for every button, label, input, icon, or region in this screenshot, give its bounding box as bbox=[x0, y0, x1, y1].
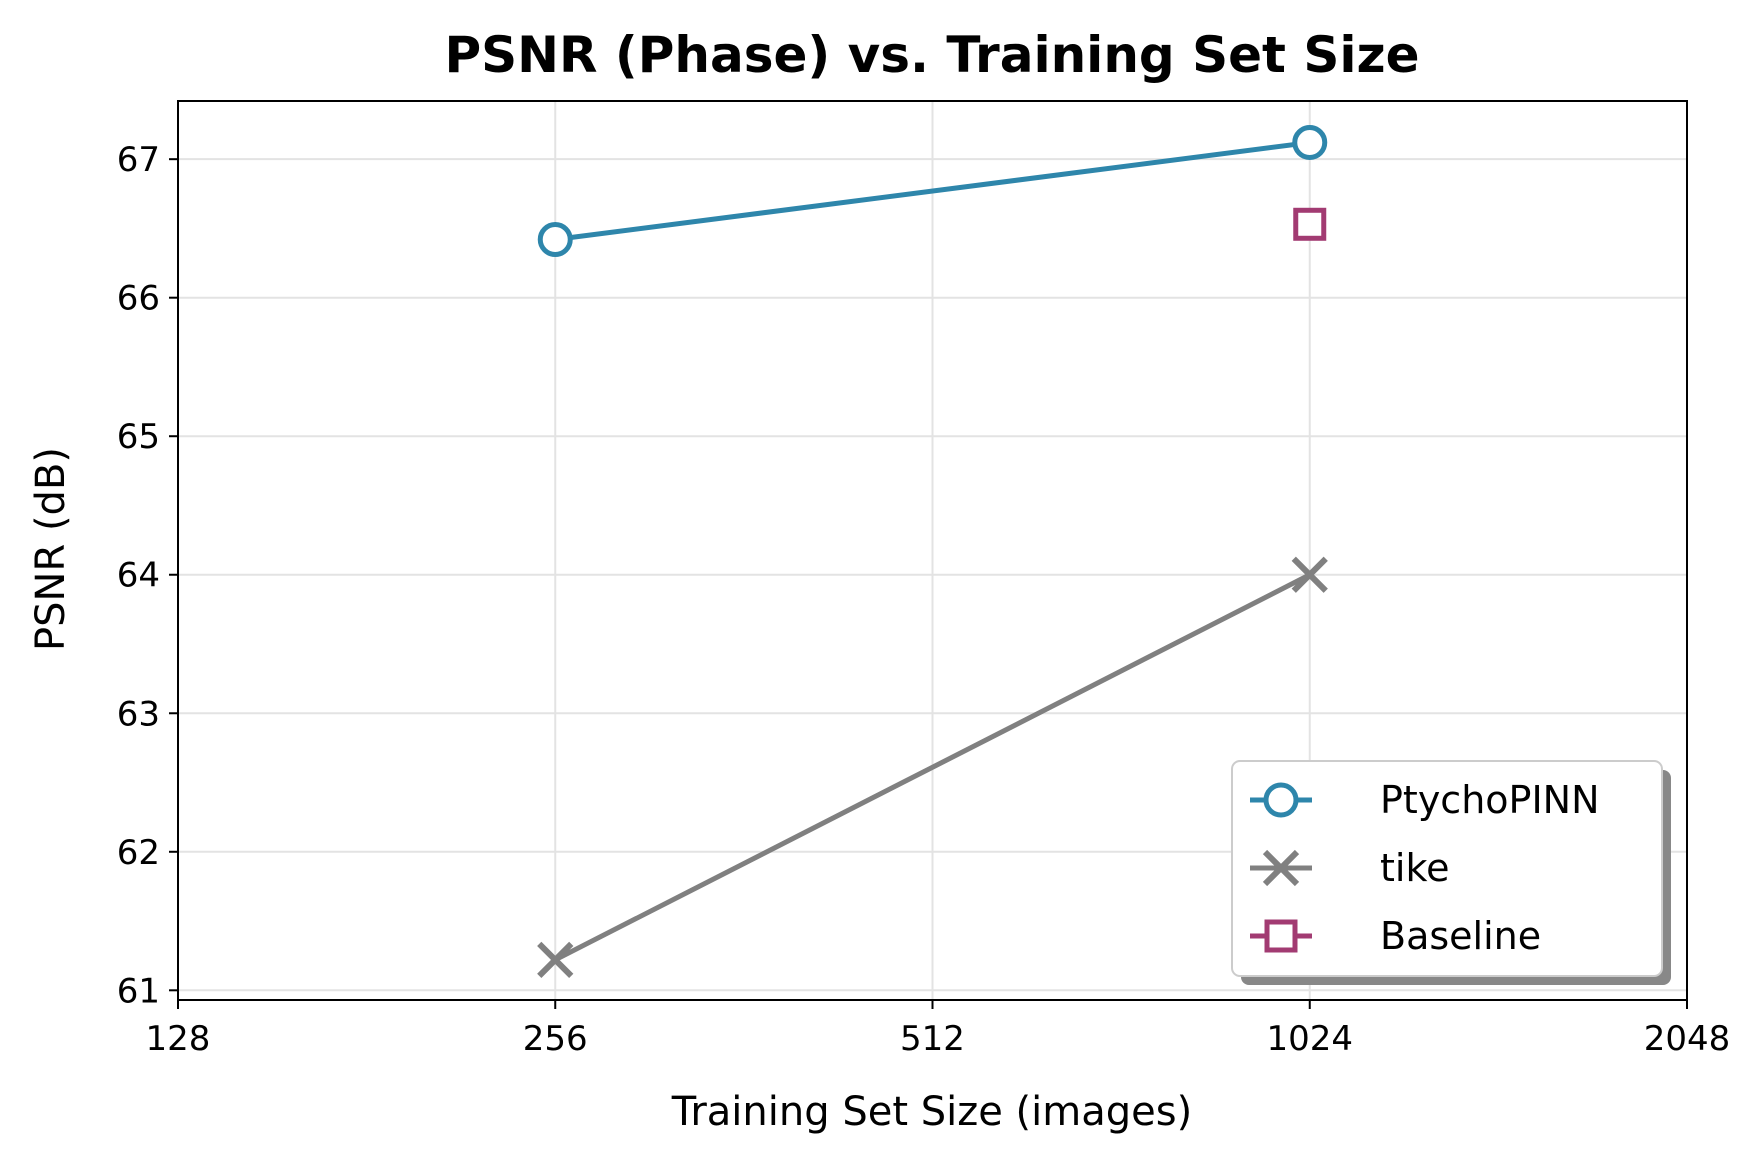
legend-marker bbox=[1264, 919, 1298, 953]
legend-label: tike bbox=[1380, 846, 1450, 890]
y-axis: 61 62 63 64 65 66 67 bbox=[117, 140, 178, 1011]
series-ptychopinn bbox=[537, 125, 1328, 258]
data-point-ptychopinn bbox=[1292, 125, 1328, 161]
series-tike bbox=[537, 556, 1328, 978]
x-tick-label: 512 bbox=[900, 1019, 965, 1059]
y-axis-label: PSNR (dB) bbox=[28, 447, 74, 651]
x-tick-label: 1024 bbox=[1266, 1019, 1353, 1059]
x-axis-label: Training Set Size (images) bbox=[671, 1089, 1192, 1135]
y-tick-label: 61 bbox=[117, 971, 160, 1011]
legend: PtychoPINN tike Baseline bbox=[1231, 760, 1671, 985]
data-point-ptychopinn bbox=[537, 222, 573, 258]
x-tick-label: 256 bbox=[523, 1019, 588, 1059]
legend-entry-tike: tike bbox=[1250, 846, 1450, 890]
y-tick-label: 67 bbox=[117, 140, 160, 180]
series-line-ptychopinn bbox=[554, 140, 1311, 243]
legend-marker bbox=[1262, 849, 1300, 887]
y-tick-label: 63 bbox=[117, 694, 160, 734]
data-point-tike bbox=[537, 941, 574, 978]
legend-entry-baseline: Baseline bbox=[1250, 914, 1541, 958]
x-axis: 128 256 512 1024 2048 bbox=[146, 1000, 1731, 1059]
data-point-tike bbox=[1291, 556, 1328, 593]
legend-marker bbox=[1263, 782, 1299, 818]
x-tick-label: 128 bbox=[146, 1019, 211, 1059]
chart-title: PSNR (Phase) vs. Training Set Size bbox=[445, 26, 1420, 84]
legend-label: PtychoPINN bbox=[1380, 778, 1600, 822]
y-tick-label: 64 bbox=[117, 556, 160, 596]
series-layer bbox=[537, 125, 1328, 978]
series-baseline bbox=[1293, 207, 1327, 241]
series-line-tike bbox=[554, 572, 1311, 963]
legend-label: Baseline bbox=[1380, 914, 1541, 958]
x-tick-label: 2048 bbox=[1644, 1019, 1731, 1059]
y-tick-label: 66 bbox=[117, 279, 160, 319]
legend-entry-ptychopinn: PtychoPINN bbox=[1250, 778, 1600, 822]
data-point-baseline bbox=[1293, 207, 1327, 241]
legend-box bbox=[1231, 760, 1663, 977]
y-tick-label: 62 bbox=[117, 833, 160, 873]
y-tick-label: 65 bbox=[117, 417, 160, 457]
